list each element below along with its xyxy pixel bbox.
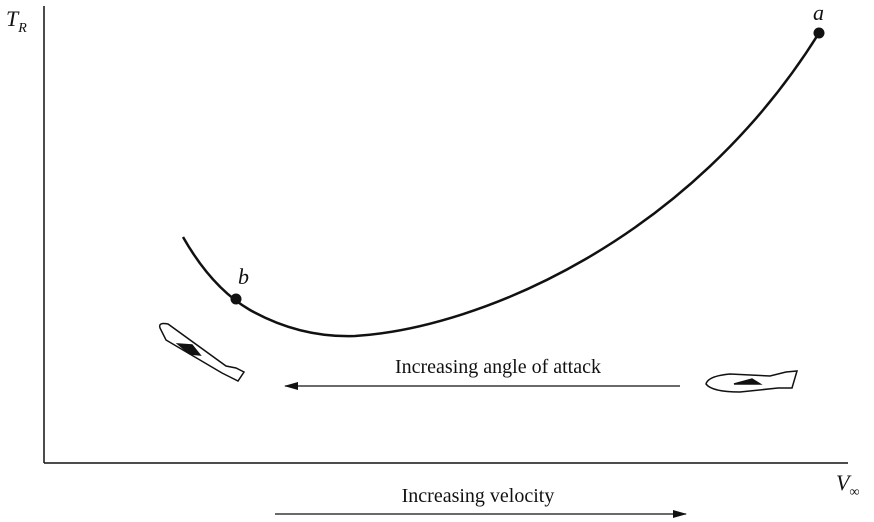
x-axis-label: V∞ bbox=[836, 470, 859, 500]
y-label-sub: R bbox=[17, 21, 27, 36]
airplane-high-aoa bbox=[158, 322, 246, 382]
x-label-main: V bbox=[836, 470, 852, 495]
airplane-low-aoa bbox=[705, 370, 799, 393]
annotation: Increasing velocity bbox=[402, 485, 555, 507]
annotation: Increasing angle of attack bbox=[395, 356, 601, 378]
x-label-sub: ∞ bbox=[849, 485, 859, 500]
point-b bbox=[230, 293, 242, 305]
y-axis-label: TR bbox=[6, 6, 27, 36]
thrust-curve bbox=[181, 32, 821, 338]
point-a bbox=[813, 27, 825, 39]
y-label-main: T bbox=[6, 6, 20, 31]
point-label: a bbox=[813, 0, 824, 25]
point-label: b bbox=[238, 264, 249, 289]
